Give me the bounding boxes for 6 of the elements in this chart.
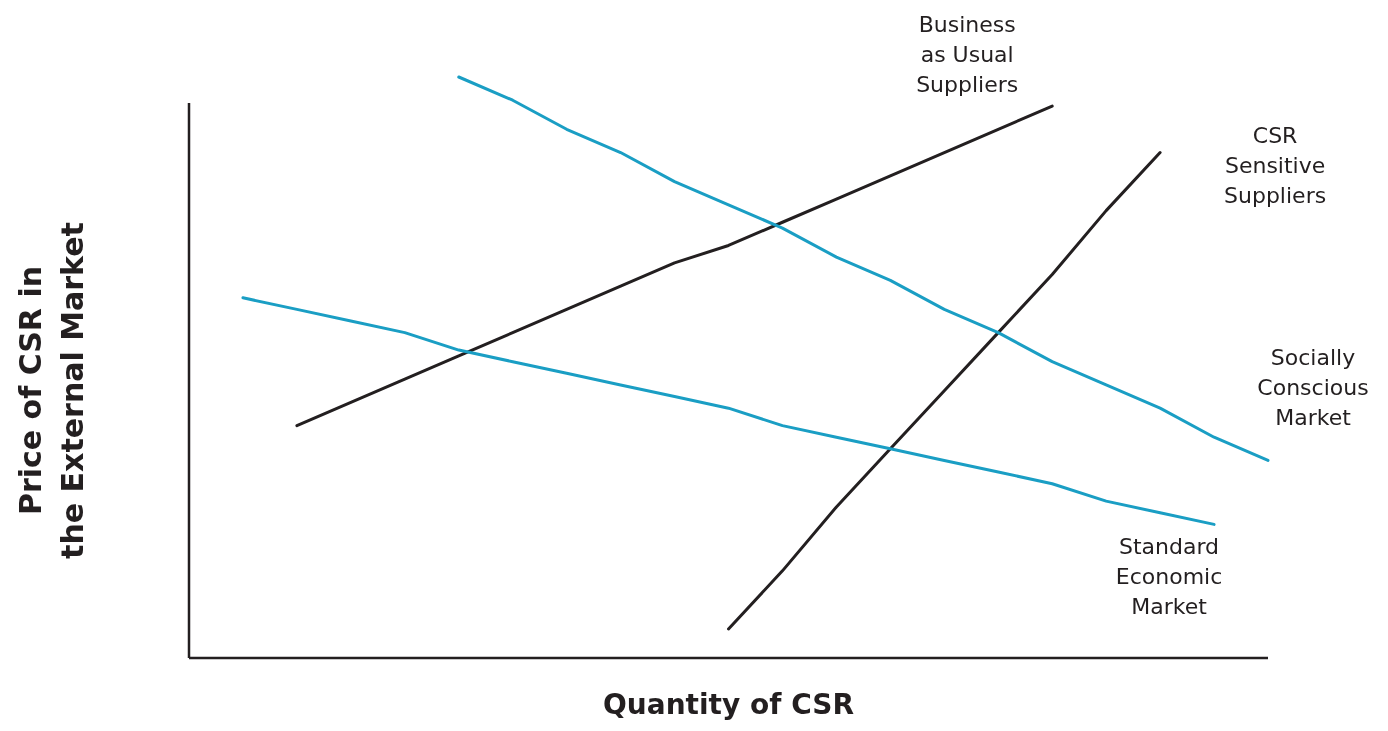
series-label: Socially Conscious Market [1257, 345, 1369, 431]
series-label: Standard Economic Market [1115, 534, 1223, 620]
x-axis-title: Quantity of CSR [603, 688, 854, 721]
y-axis-title: Price of CSR in the External Market [13, 222, 90, 559]
text: CSR Sensitive Suppliers [1224, 122, 1327, 208]
series-label: Business as Usual Suppliers [916, 12, 1019, 98]
